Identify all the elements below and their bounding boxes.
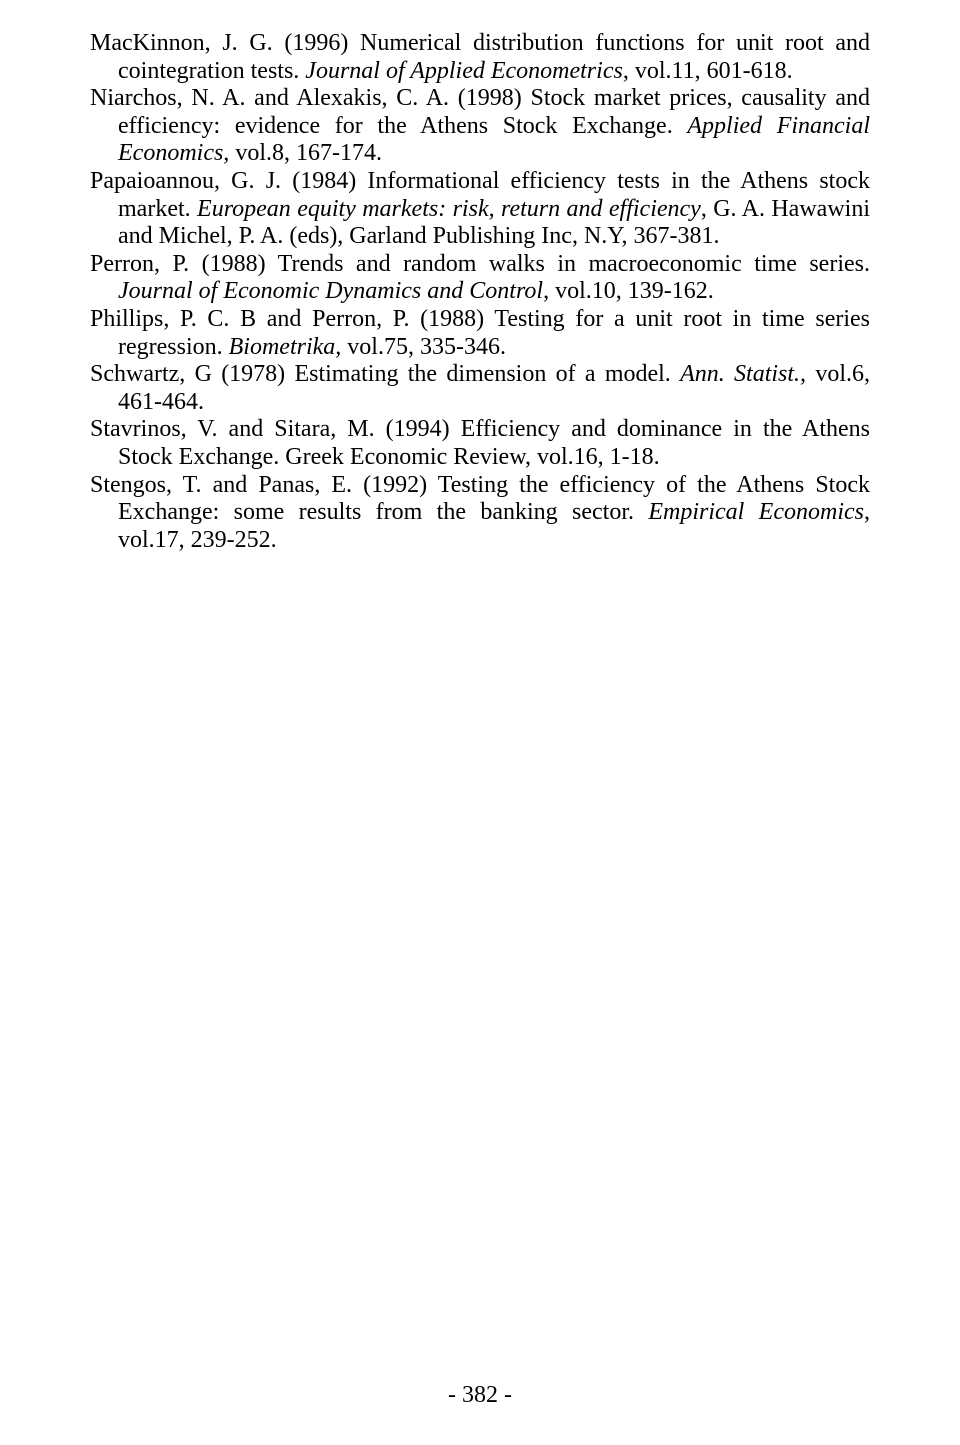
- reference-entry: Stavrinos, V. and Sitara, M. (1994) Effi…: [90, 416, 870, 471]
- reference-entry: Schwartz, G (1978) Estimating the dimens…: [90, 361, 870, 416]
- ref-text: Schwartz, G (1978) Estimating the dimens…: [90, 361, 680, 387]
- ref-journal: Biometrika,: [229, 334, 342, 360]
- ref-journal: Empirical Economics: [648, 499, 864, 525]
- reference-entry: Phillips, P. C. B and Perron, P. (1988) …: [90, 306, 870, 361]
- reference-entry: Papaioannou, G. J. (1984) Informational …: [90, 168, 870, 251]
- ref-journal: Ann. Statist.,: [680, 361, 806, 387]
- ref-text: Perron, P. (1988) Trends and random walk…: [90, 251, 870, 277]
- reference-entry: Stengos, T. and Panas, E. (1992) Testing…: [90, 472, 870, 555]
- page-number: - 382 -: [0, 1382, 960, 1409]
- reference-entry: Perron, P. (1988) Trends and random walk…: [90, 251, 870, 306]
- reference-entry: Niarchos, N. A. and Alexakis, C. A. (199…: [90, 85, 870, 168]
- page: MacKinnon, J. G. (1996) Numerical distri…: [0, 0, 960, 1445]
- ref-text: , vol.11, 601-618.: [623, 58, 793, 84]
- ref-text: Stavrinos, V. and Sitara, M. (1994) Effi…: [90, 416, 870, 470]
- ref-journal: European equity markets: risk, return an…: [197, 196, 701, 222]
- ref-text: , vol.10, 139-162.: [543, 278, 714, 304]
- ref-journal: Journal of Economic Dynamics and Control: [118, 278, 543, 304]
- ref-text: vol.8, 167-174.: [229, 140, 382, 166]
- ref-text: vol.75, 335-346.: [341, 334, 506, 360]
- ref-journal: Journal of Applied Econometrics: [305, 58, 623, 84]
- reference-entry: MacKinnon, J. G. (1996) Numerical distri…: [90, 30, 870, 85]
